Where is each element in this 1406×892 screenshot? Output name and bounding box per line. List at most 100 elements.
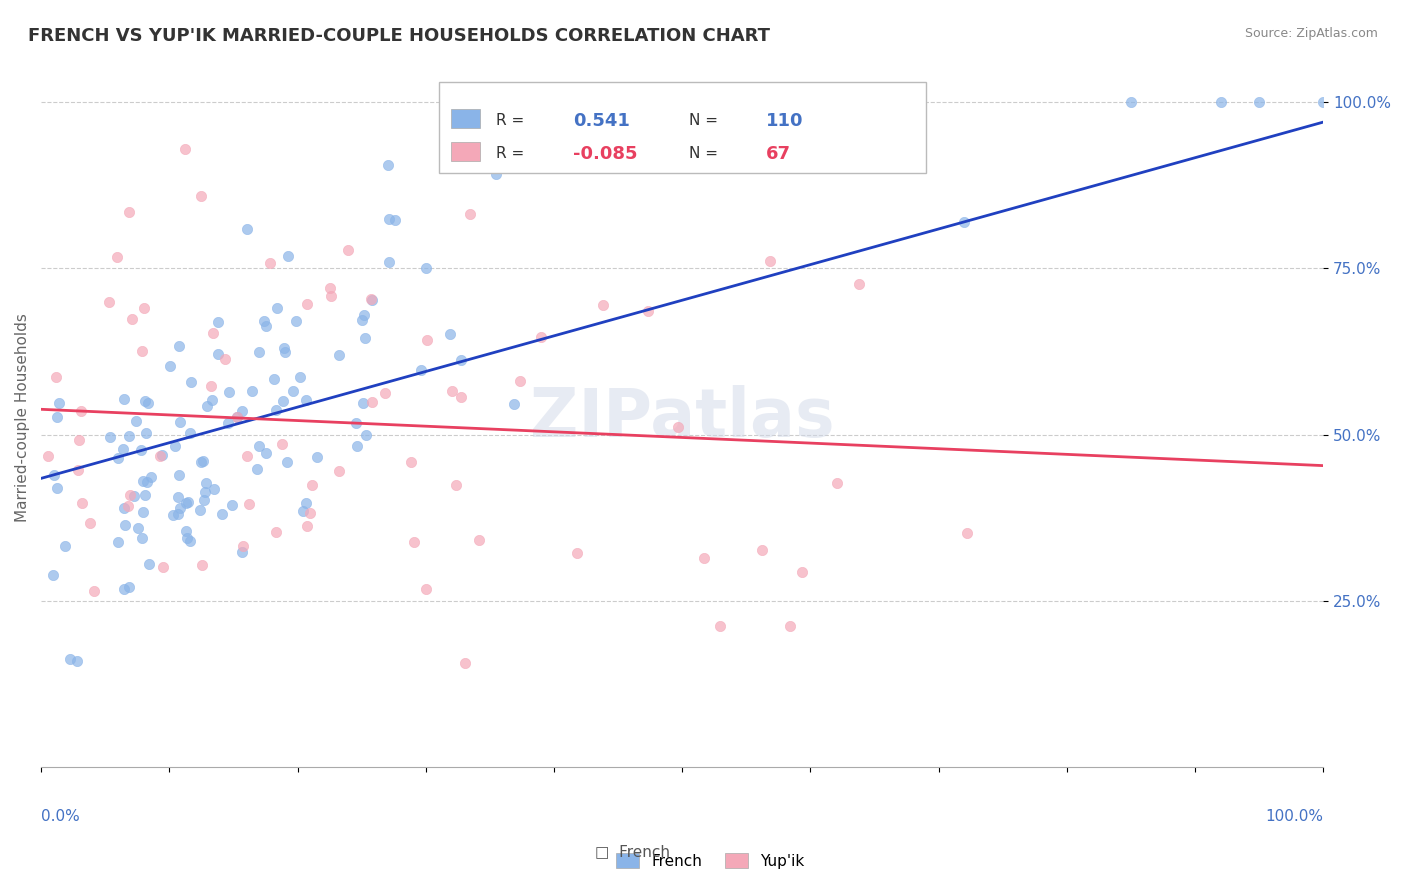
Point: [236, 450, 259, 464]
Point: [450, 390, 472, 404]
Point: [128, 520, 150, 534]
Point: [42, 568, 65, 582]
Point: [276, 455, 298, 469]
Point: [254, 318, 277, 333]
Point: [180, 376, 202, 390]
Point: [201, 392, 224, 407]
Point: [225, 409, 247, 424]
Point: [264, 403, 287, 417]
Point: [247, 439, 270, 453]
Point: [415, 260, 437, 275]
Point: [167, 507, 190, 521]
Point: [177, 495, 200, 509]
Point: [709, 619, 731, 633]
Point: [565, 142, 588, 156]
Point: [118, 429, 141, 443]
Point: [191, 558, 214, 573]
Point: [270, 437, 292, 451]
Point: [231, 545, 253, 559]
Point: [202, 326, 225, 341]
Point: [117, 499, 139, 513]
Text: R =: R =: [496, 146, 524, 161]
Point: [111, 442, 134, 456]
Point: [319, 281, 342, 295]
Point: [637, 304, 659, 318]
Point: [231, 403, 253, 417]
Point: [825, 476, 848, 491]
Point: [218, 385, 240, 400]
Point: [411, 363, 433, 377]
Point: [344, 416, 367, 430]
Point: [259, 256, 281, 270]
Point: [779, 619, 801, 633]
Point: [565, 546, 588, 560]
Point: [1209, 95, 1232, 109]
Point: [360, 395, 382, 409]
Point: [271, 394, 294, 409]
Point: [350, 313, 373, 327]
Point: [346, 439, 368, 453]
Text: FRENCH VS YUP'IK MARRIED-COUPLE HOUSEHOLDS CORRELATION CHART: FRENCH VS YUP'IK MARRIED-COUPLE HOUSEHOL…: [28, 27, 770, 45]
Point: [214, 352, 236, 367]
Point: [79, 516, 101, 530]
Point: [45, 370, 67, 384]
Point: [211, 507, 233, 521]
Point: [415, 333, 437, 347]
Text: 0.541: 0.541: [574, 112, 630, 130]
Point: [136, 396, 159, 410]
Point: [131, 531, 153, 545]
Point: [48, 396, 70, 410]
Point: [354, 330, 377, 344]
Point: [149, 449, 172, 463]
Point: [307, 450, 329, 464]
Point: [360, 292, 382, 306]
Point: [46, 410, 69, 425]
Point: [179, 533, 201, 548]
Bar: [451, 110, 479, 128]
Point: [692, 551, 714, 566]
Point: [440, 384, 463, 398]
Point: [118, 580, 141, 594]
Point: [848, 277, 870, 291]
Text: 0.0%: 0.0%: [41, 809, 80, 824]
Point: [225, 410, 247, 425]
Point: [207, 315, 229, 329]
Point: [446, 477, 468, 491]
Point: [134, 394, 156, 409]
Point: [107, 535, 129, 549]
Point: [384, 212, 406, 227]
Point: [139, 470, 162, 484]
Point: [107, 450, 129, 465]
Bar: [451, 143, 479, 161]
Point: [450, 353, 472, 368]
Point: [1119, 95, 1142, 109]
Point: [751, 543, 773, 558]
Point: [53, 539, 76, 553]
Point: [112, 582, 135, 596]
Point: [190, 454, 212, 468]
Text: 110: 110: [765, 112, 803, 130]
Point: [263, 372, 285, 386]
Point: [404, 534, 426, 549]
Point: [138, 557, 160, 571]
Point: [202, 482, 225, 496]
Point: [232, 540, 254, 554]
Point: [254, 445, 277, 459]
Point: [136, 475, 159, 490]
Point: [46, 482, 69, 496]
Point: [221, 498, 243, 512]
FancyBboxPatch shape: [439, 82, 925, 173]
Text: □  French: □ French: [595, 845, 671, 859]
Point: [273, 341, 295, 355]
Point: [288, 370, 311, 384]
Point: [97, 294, 120, 309]
Point: [69, 404, 91, 418]
Point: [200, 378, 222, 392]
Point: [454, 656, 477, 670]
Point: [1312, 95, 1334, 109]
Text: ZIPatlas: ZIPatlas: [530, 384, 835, 450]
Point: [319, 289, 342, 303]
Point: [361, 293, 384, 307]
Point: [352, 396, 374, 410]
Point: [592, 297, 614, 311]
